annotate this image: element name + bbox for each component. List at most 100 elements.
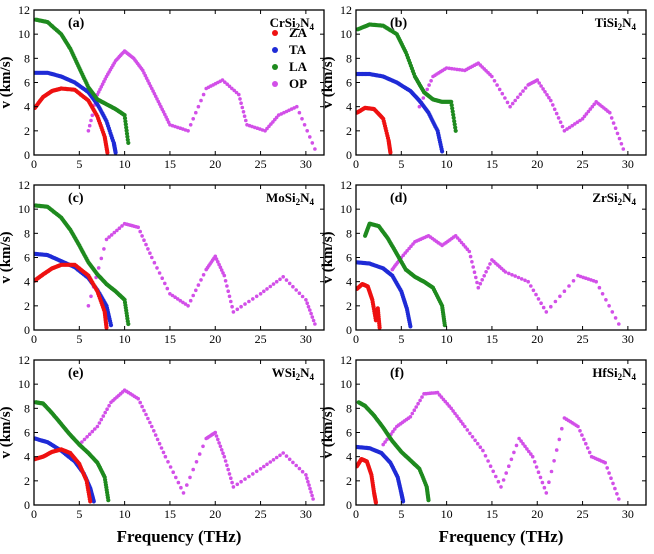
x-tick-label: 20 (209, 332, 221, 346)
legend-label-op: OP (289, 76, 307, 91)
data-point-la (123, 119, 128, 124)
data-point-op (159, 446, 164, 450)
data-point-op (163, 454, 168, 459)
data-point-op (471, 265, 476, 269)
data-point-op (295, 104, 299, 109)
data-point-op (516, 275, 521, 280)
data-point-op (534, 465, 539, 469)
data-point-op (513, 274, 517, 278)
data-point-za (388, 150, 393, 155)
data-point-op (491, 469, 496, 474)
data-point-op (300, 117, 304, 121)
y-tick-label: 8 (24, 51, 30, 65)
data-point-op (453, 411, 457, 416)
data-point-op (488, 464, 493, 469)
data-point-op (199, 278, 203, 282)
data-point-op (188, 475, 192, 480)
data-point-op (478, 445, 483, 450)
data-point-op (500, 91, 505, 96)
data-point-op (472, 270, 477, 275)
data-point-op (239, 101, 243, 105)
data-point-op (519, 439, 523, 443)
y-tick-label: 12 (18, 353, 30, 367)
data-point-op (281, 451, 286, 455)
series-za (34, 86, 110, 155)
x-tick-label: 0 (31, 507, 37, 521)
data-point-op (165, 286, 170, 291)
data-point-op (609, 476, 613, 481)
data-point-op (175, 297, 180, 301)
data-point-op (194, 288, 198, 293)
data-point-op (567, 125, 572, 130)
data-point-za (377, 325, 382, 330)
series-op (390, 234, 621, 326)
data-point-op (573, 122, 577, 126)
data-point-za (105, 150, 110, 155)
data-point-ta (108, 323, 114, 328)
data-point-op (475, 441, 480, 446)
data-point-op (549, 304, 553, 309)
panel-tag: (c) (68, 191, 84, 206)
data-point-op (173, 295, 177, 300)
data-point-op (476, 285, 481, 290)
series-op (77, 388, 315, 501)
data-point-op (467, 249, 472, 254)
data-point-op (537, 81, 541, 85)
data-point-op (271, 282, 276, 286)
data-point-op (90, 113, 95, 118)
data-point-op (468, 431, 472, 436)
data-point-op (544, 491, 549, 495)
data-point-op (547, 95, 551, 100)
data-point-op (508, 104, 512, 109)
data-point-op (544, 310, 549, 314)
data-point-op (216, 260, 220, 264)
y-tick-label: 2 (24, 474, 30, 488)
data-point-op (457, 416, 461, 421)
data-point-op (414, 405, 419, 409)
legend-marker-ta (272, 47, 278, 53)
data-point-op (308, 486, 312, 491)
data-point-ta (401, 499, 406, 504)
data-point-op (150, 424, 154, 429)
data-point-op (291, 284, 295, 289)
data-point-op (244, 118, 248, 123)
data-point-op (225, 463, 229, 468)
y-tick-label: 12 (340, 353, 352, 367)
data-point-op (305, 476, 309, 481)
data-point-op (148, 420, 152, 425)
data-point-op (305, 129, 310, 133)
data-point-op (383, 440, 387, 444)
x-axis-label: Frequency (THz) (439, 527, 564, 546)
y-tick-label: 6 (346, 251, 352, 265)
data-point-op (608, 110, 612, 115)
data-point-op (615, 131, 620, 136)
data-point-op (218, 444, 223, 449)
plot-area (356, 221, 621, 330)
y-axis-label: v (km/s) (0, 56, 14, 108)
data-point-op (538, 475, 543, 480)
data-point-op (597, 285, 602, 290)
y-tick-label: 10 (18, 27, 30, 41)
data-point-op (146, 247, 150, 251)
data-point-op (308, 308, 312, 312)
data-point-op (218, 265, 223, 270)
data-point-op (86, 129, 91, 133)
x-tick-label: 15 (164, 332, 176, 346)
data-point-op (505, 100, 510, 105)
x-tick-label: 10 (119, 332, 131, 346)
data-point-op (482, 274, 487, 278)
data-point-op (95, 424, 100, 429)
data-point-op (85, 435, 89, 439)
series-za (356, 105, 393, 155)
x-tick-label: 25 (255, 332, 267, 346)
x-tick-label: 15 (486, 332, 498, 346)
data-point-op (504, 471, 509, 475)
data-point-op (536, 297, 541, 301)
data-point-la (426, 498, 431, 503)
data-point-op (592, 102, 596, 107)
panel-b: 0 5 10 15 20 25 30 0 2 4 6 8 10 12 (b) TiSi2N4 v (km/s) (320, 3, 647, 171)
data-point-op (545, 93, 549, 97)
data-point-op (140, 234, 144, 238)
data-point-ta (440, 149, 445, 154)
data-point-op (268, 460, 273, 464)
